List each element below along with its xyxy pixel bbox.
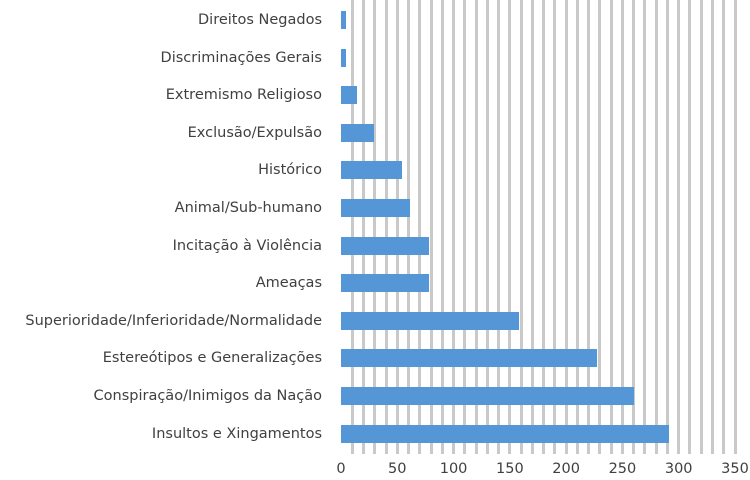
gridline [643,0,647,454]
gridline [362,0,365,454]
gridline [699,0,703,454]
gridline [384,0,388,454]
gridline [710,0,714,454]
gridline [350,0,354,454]
x-tick-label: 0 [336,461,346,477]
gridline [677,0,681,454]
gridline [575,0,579,454]
x-tick-label: 100 [439,461,468,477]
category-label: Discriminações Gerais [160,49,322,66]
x-tick-label: 350 [721,461,749,477]
gridline [598,0,602,454]
gridline [440,0,444,454]
gridline [688,0,692,454]
category-label: Ameaças [255,275,322,292]
gridline [418,0,422,454]
gridline [429,0,433,454]
x-tick-label: 250 [608,461,637,477]
gridline [620,0,624,454]
bar [341,349,597,368]
gridline [452,0,456,454]
gridline [654,0,658,454]
gridline [609,0,613,454]
gridline [474,0,478,454]
category-label: Incitação à Violência [172,237,322,254]
gridline [632,0,636,454]
x-tick-label: 300 [664,461,693,477]
bar [341,48,346,67]
gridline [407,0,411,454]
x-tick-label: 150 [496,461,524,477]
x-tick-label: 200 [552,461,580,477]
gridline [373,0,377,454]
gridline [722,0,726,454]
gridline [733,0,737,454]
bar [341,236,429,255]
bar [341,424,669,443]
gridline [485,0,489,454]
bar [341,123,374,142]
category-label: Conspiração/Inimigos da Nação [93,388,322,404]
bar [341,11,346,29]
bar [341,86,357,105]
category-label: Animal/Sub-humano [174,200,322,216]
x-tick-label: 50 [388,461,407,477]
gridline [395,0,399,454]
category-label: Extremismo Religioso [165,87,322,104]
gridline [587,0,591,454]
category-label: Histórico [258,162,322,179]
gridline [665,0,669,454]
gridline [508,0,512,454]
gridline [542,0,546,454]
category-label: Estereótipos e Generalizações [102,350,322,367]
gridline [530,0,534,454]
category-label: Superioridade/Inferioridade/Normalidade [25,312,322,329]
gridline [519,0,523,454]
category-label: Exclusão/Expulsão [187,124,322,141]
gridline [553,0,557,454]
category-label: Direitos Negados [198,12,322,28]
bar [341,274,429,293]
gridline [497,0,501,454]
bar [341,311,519,330]
bar [341,199,410,217]
bar [341,161,402,180]
gridline [463,0,467,454]
bar [341,387,634,405]
gridline [564,0,568,454]
category-label: Insultos e Xingamentos [151,425,322,442]
